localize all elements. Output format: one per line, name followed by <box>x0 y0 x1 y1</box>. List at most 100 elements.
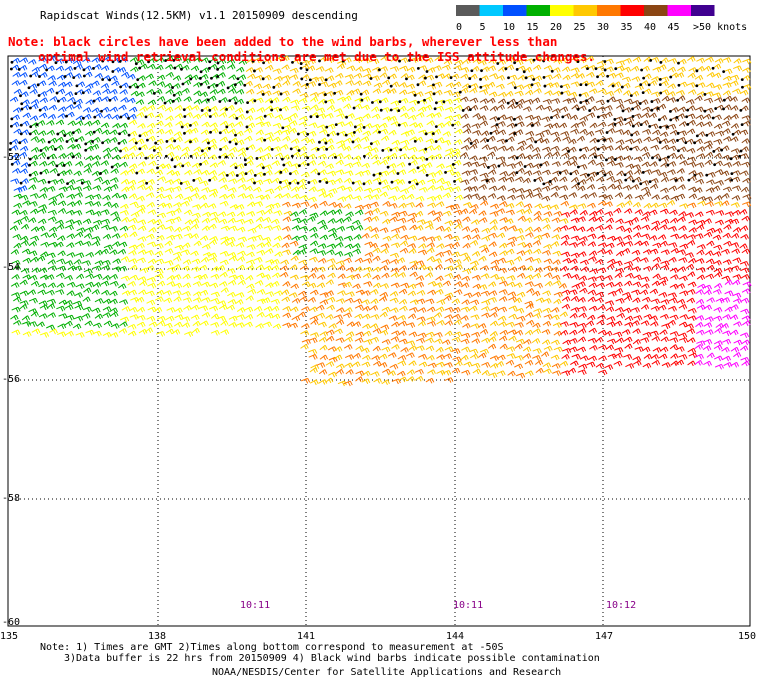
contamination-dot <box>561 115 565 119</box>
contamination-dot <box>289 147 293 151</box>
wind-barb <box>650 91 661 98</box>
wind-barb <box>515 98 525 105</box>
wind-barb <box>208 112 219 118</box>
wind-barb <box>10 114 21 121</box>
lon-label-144: 144 <box>446 631 465 642</box>
wind-barb <box>144 112 155 119</box>
wind-barb <box>117 66 127 73</box>
contamination-dot <box>281 126 285 130</box>
wind-barb <box>128 119 138 126</box>
wind-barb <box>37 130 47 137</box>
contamination-dot <box>323 93 327 96</box>
wind-barb <box>571 104 580 110</box>
wind-barb <box>361 57 371 64</box>
wind-barb <box>336 113 346 119</box>
wind-barb <box>138 131 149 138</box>
contamination-dot <box>99 172 102 175</box>
wind-barb <box>507 81 517 87</box>
contamination-dot <box>92 66 95 70</box>
contamination-dot <box>10 60 14 64</box>
contamination-dot <box>669 109 672 113</box>
contamination-dot <box>676 98 680 102</box>
contamination-dot <box>468 108 472 112</box>
wind-barb <box>739 89 749 96</box>
wind-barb <box>578 91 590 98</box>
contamination-dot <box>453 179 456 183</box>
contamination-dot <box>208 66 211 70</box>
contamination-dot <box>334 155 337 159</box>
contamination-dot <box>164 154 168 158</box>
wind-barb <box>711 114 722 121</box>
contamination-dot <box>243 83 247 87</box>
contamination-dot <box>183 115 187 118</box>
contamination-dot <box>677 149 680 153</box>
wind-barb <box>398 82 407 88</box>
wind-barb <box>514 121 525 128</box>
wind-barb <box>120 97 129 103</box>
wind-barb <box>109 129 118 136</box>
contamination-dot <box>111 70 115 73</box>
contamination-dot <box>75 84 79 88</box>
contamination-dot <box>80 181 84 185</box>
contamination-dot <box>390 180 394 184</box>
wind-barb <box>461 105 472 112</box>
contamination-dot <box>351 181 355 185</box>
wind-barb <box>638 99 649 105</box>
wind-barb <box>442 98 453 105</box>
wind-barb <box>82 107 92 113</box>
wind-barb <box>504 64 515 71</box>
wind-barb <box>695 121 705 128</box>
wind-barb <box>488 91 498 98</box>
wind-barb <box>65 111 75 118</box>
wind-barb <box>588 105 598 112</box>
contamination-dot <box>603 68 607 72</box>
wind-barb <box>622 66 632 73</box>
contamination-dot <box>138 66 142 70</box>
contamination-dot <box>73 66 77 70</box>
wind-barb <box>379 72 388 78</box>
contamination-dot <box>629 94 633 98</box>
contamination-dot <box>263 172 266 176</box>
wind-barb <box>595 80 604 86</box>
contamination-dot <box>579 83 583 87</box>
wind-barb <box>345 80 355 86</box>
wind-barb <box>47 75 56 81</box>
wind-barb <box>559 106 569 113</box>
wind-barb <box>588 88 598 94</box>
contamination-dot <box>677 83 681 87</box>
wind-barb <box>156 81 166 87</box>
wind-barb <box>741 84 752 90</box>
wind-barb <box>206 95 217 102</box>
contamination-dot <box>495 123 499 127</box>
wind-barb <box>677 81 688 88</box>
wind-barb <box>67 97 76 103</box>
wind-barb <box>145 73 154 80</box>
legend-swatch <box>503 5 527 16</box>
wind-barb <box>354 116 364 123</box>
wind-barb <box>82 57 91 63</box>
wind-barb <box>111 57 122 64</box>
contamination-dot <box>630 133 634 137</box>
wind-barb <box>172 75 182 81</box>
wind-barb <box>121 71 130 78</box>
wind-barb <box>722 75 732 82</box>
wind-barb <box>75 81 86 88</box>
wind-barb <box>722 90 732 96</box>
wind-barb <box>432 89 443 96</box>
wind-barb <box>640 65 650 72</box>
contamination-dot <box>279 108 282 112</box>
wind-barb <box>712 72 722 79</box>
contamination-dot <box>134 62 138 66</box>
wind-barb <box>344 121 354 127</box>
wind-barb <box>469 87 478 94</box>
contamination-dot <box>378 130 381 134</box>
wind-barb <box>371 106 380 113</box>
wind-barb <box>308 76 320 83</box>
wind-barb <box>147 99 157 106</box>
contamination-dot <box>183 131 186 135</box>
wind-barb <box>245 122 256 129</box>
wind-barb <box>730 113 739 120</box>
contamination-dot <box>234 101 238 105</box>
wind-barb <box>100 106 110 113</box>
contamination-dot <box>81 116 85 120</box>
